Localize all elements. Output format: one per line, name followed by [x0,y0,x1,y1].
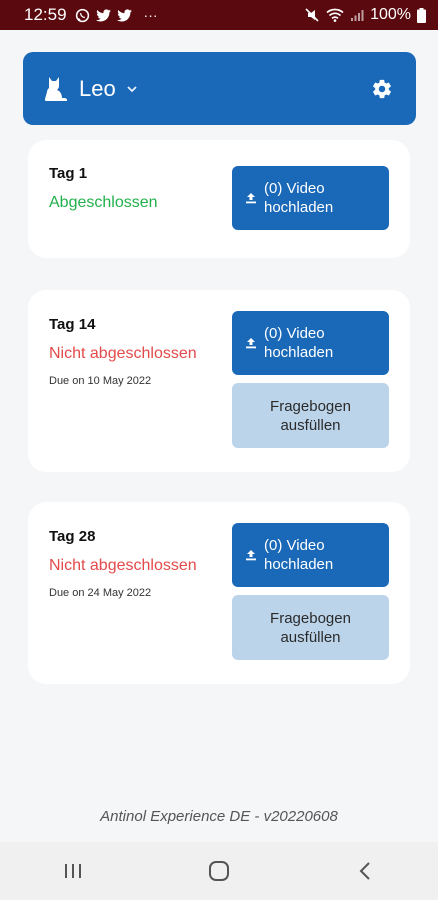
due-date: Due on 24 May 2022 [49,587,152,599]
twitter-icon [116,8,132,22]
upload-icon [244,336,258,350]
fill-questionnaire-button[interactable]: Fragebogen ausfüllen [232,595,389,660]
task-card-day-28: Tag 28 Nicht abgeschlossen Due on 24 May… [28,502,410,684]
app-version-text: Antinol Experience DE - v20220608 [100,808,338,825]
upload-video-label: hochladen [264,199,334,216]
wifi-icon [326,8,344,22]
twitter-icon [95,8,111,22]
questionnaire-label: Fragebogen [270,397,351,415]
upload-video-label: (0) Video [264,325,325,342]
settings-gear-icon[interactable] [370,77,394,101]
battery-percent: 100% [370,6,411,23]
upload-video-label: hochladen [264,344,334,361]
chevron-down-icon[interactable] [126,82,138,96]
upload-video-label: (0) Video [264,537,325,554]
recent-apps-icon[interactable] [53,851,93,891]
pet-name-selector[interactable]: Leo [79,75,116,101]
whatsapp-icon [75,8,90,23]
upload-video-button[interactable]: (0) Video hochladen [232,523,389,587]
questionnaire-label: ausfüllen [280,416,341,434]
more-notifications-icon: ··· [143,7,158,23]
upload-video-label: hochladen [264,556,334,573]
status-time: 12:59 [24,5,67,24]
completion-status: Nicht abgeschlossen [49,345,197,362]
questionnaire-label: Fragebogen [270,609,351,627]
day-title: Tag 1 [49,165,88,182]
upload-video-button[interactable]: (0) Video hochladen [232,166,389,230]
upload-icon [244,191,258,205]
day-title: Tag 28 [49,528,96,545]
upload-icon [244,548,258,562]
questionnaire-label: ausfüllen [280,628,341,646]
battery-icon [417,7,426,23]
home-icon[interactable] [199,851,239,891]
task-card-day-14: Tag 14 Nicht abgeschlossen Due on 10 May… [28,290,410,472]
task-card-day-1: Tag 1 Abgeschlossen (0) Video hochladen [28,140,410,258]
cat-icon [43,76,69,102]
upload-video-label: (0) Video [264,180,325,197]
day-title: Tag 14 [49,316,96,333]
signal-icon [350,8,364,22]
pet-header: Leo [23,52,416,125]
back-icon[interactable] [345,851,385,891]
due-date: Due on 10 May 2022 [49,375,152,387]
upload-video-button[interactable]: (0) Video hochladen [232,311,389,375]
status-bar: 12:59 ··· 100% [0,0,438,30]
system-navigation-bar [0,842,438,900]
completion-status: Nicht abgeschlossen [49,557,197,574]
completion-status: Abgeschlossen [49,194,158,211]
mute-icon [304,7,320,23]
fill-questionnaire-button[interactable]: Fragebogen ausfüllen [232,383,389,448]
